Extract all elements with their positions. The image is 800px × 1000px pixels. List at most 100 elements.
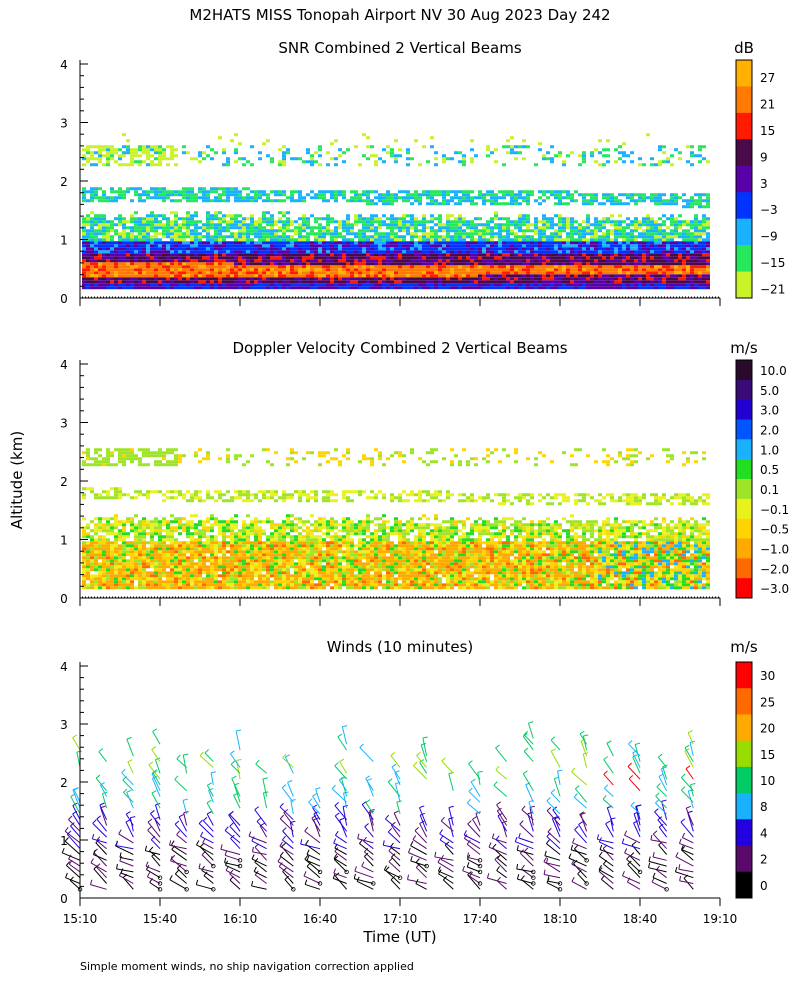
heat-cell	[262, 211, 266, 215]
heat-cell	[206, 229, 210, 233]
heat-cell	[278, 286, 282, 290]
heat-cell	[662, 271, 666, 275]
heat-cell	[142, 160, 146, 164]
heat-cell	[114, 283, 118, 287]
heat-cell	[498, 253, 502, 257]
heat-cell	[142, 229, 146, 233]
heat-cell	[122, 280, 126, 284]
heat-cell	[382, 223, 386, 227]
heat-cell	[594, 262, 598, 266]
heat-cell	[438, 220, 442, 224]
heat-cell	[170, 247, 174, 251]
heat-cell	[302, 196, 306, 200]
heat-cell	[374, 253, 378, 257]
heat-cell	[526, 217, 530, 221]
heat-cell	[82, 562, 86, 566]
heat-cell	[450, 283, 454, 287]
heat-cell	[470, 157, 474, 161]
heat-cell	[694, 220, 698, 224]
heat-cell	[138, 490, 142, 494]
heat-cell	[202, 253, 206, 257]
heat-cell	[686, 220, 690, 224]
heat-cell	[150, 277, 154, 281]
heat-cell	[594, 235, 598, 239]
heat-cell	[702, 283, 706, 287]
heat-cell	[554, 256, 558, 260]
heat-cell	[570, 259, 574, 263]
heat-cell	[614, 277, 618, 281]
heat-cell	[274, 253, 278, 257]
heat-cell	[250, 256, 254, 260]
heat-cell	[678, 223, 682, 227]
heat-cell	[262, 238, 266, 242]
heat-cell	[590, 199, 594, 203]
heat-cell	[102, 148, 106, 152]
heat-cell	[274, 199, 278, 203]
heat-cell	[262, 262, 266, 266]
heat-cell	[222, 148, 226, 152]
heat-cell	[538, 271, 542, 275]
heat-cell	[402, 190, 406, 194]
heat-cell	[218, 259, 222, 263]
heat-cell	[138, 574, 142, 578]
heat-cell	[498, 283, 502, 287]
heat-cell	[386, 226, 390, 230]
heat-cell	[86, 454, 90, 458]
heat-cell	[566, 196, 570, 200]
heat-cell	[118, 262, 122, 266]
heat-cell	[262, 214, 266, 218]
heat-cell	[438, 253, 442, 257]
heat-cell	[194, 274, 198, 278]
heat-cell	[122, 247, 126, 251]
heat-cell	[402, 196, 406, 200]
heat-cell	[130, 154, 134, 158]
heat-cell	[586, 268, 590, 272]
heat-cell	[518, 265, 522, 269]
heat-cell	[450, 238, 454, 242]
heat-cell	[378, 193, 382, 197]
heat-cell	[642, 193, 646, 197]
heat-cell	[258, 196, 262, 200]
heat-cell	[226, 241, 230, 245]
heat-cell	[146, 286, 150, 290]
heat-cell	[454, 232, 458, 236]
heat-cell	[142, 226, 146, 230]
heat-cell	[518, 253, 522, 257]
heat-cell	[126, 250, 130, 254]
heat-cell	[474, 271, 478, 275]
heat-cell	[102, 523, 106, 527]
heat-cell	[170, 256, 174, 260]
heat-cell	[674, 268, 678, 272]
heat-cell	[502, 217, 506, 221]
heat-cell	[206, 238, 210, 242]
heat-cell	[438, 265, 442, 269]
heat-cell	[698, 148, 702, 152]
heat-cell	[118, 265, 122, 269]
heat-cell	[642, 253, 646, 257]
heat-cell	[358, 250, 362, 254]
heat-cell	[662, 268, 666, 272]
heat-cell	[230, 271, 234, 275]
heat-cell	[102, 529, 106, 533]
heat-cell	[322, 232, 326, 236]
heat-cell	[630, 223, 634, 227]
heat-cell	[646, 217, 650, 221]
heat-cell	[438, 217, 442, 221]
heat-cell	[90, 565, 94, 569]
heat-cell	[158, 250, 162, 254]
heat-cell	[362, 226, 366, 230]
heat-cell	[490, 277, 494, 281]
heat-cell	[298, 250, 302, 254]
heat-cell	[394, 274, 398, 278]
heat-cell	[278, 229, 282, 233]
heat-cell	[158, 187, 162, 191]
heat-cell	[150, 220, 154, 224]
heat-cell	[370, 190, 374, 194]
heat-cell	[662, 145, 666, 149]
heat-cell	[398, 256, 402, 260]
heat-cell	[630, 244, 634, 248]
heat-cell	[334, 256, 338, 260]
heat-cell	[594, 232, 598, 236]
heat-cell	[166, 247, 170, 251]
